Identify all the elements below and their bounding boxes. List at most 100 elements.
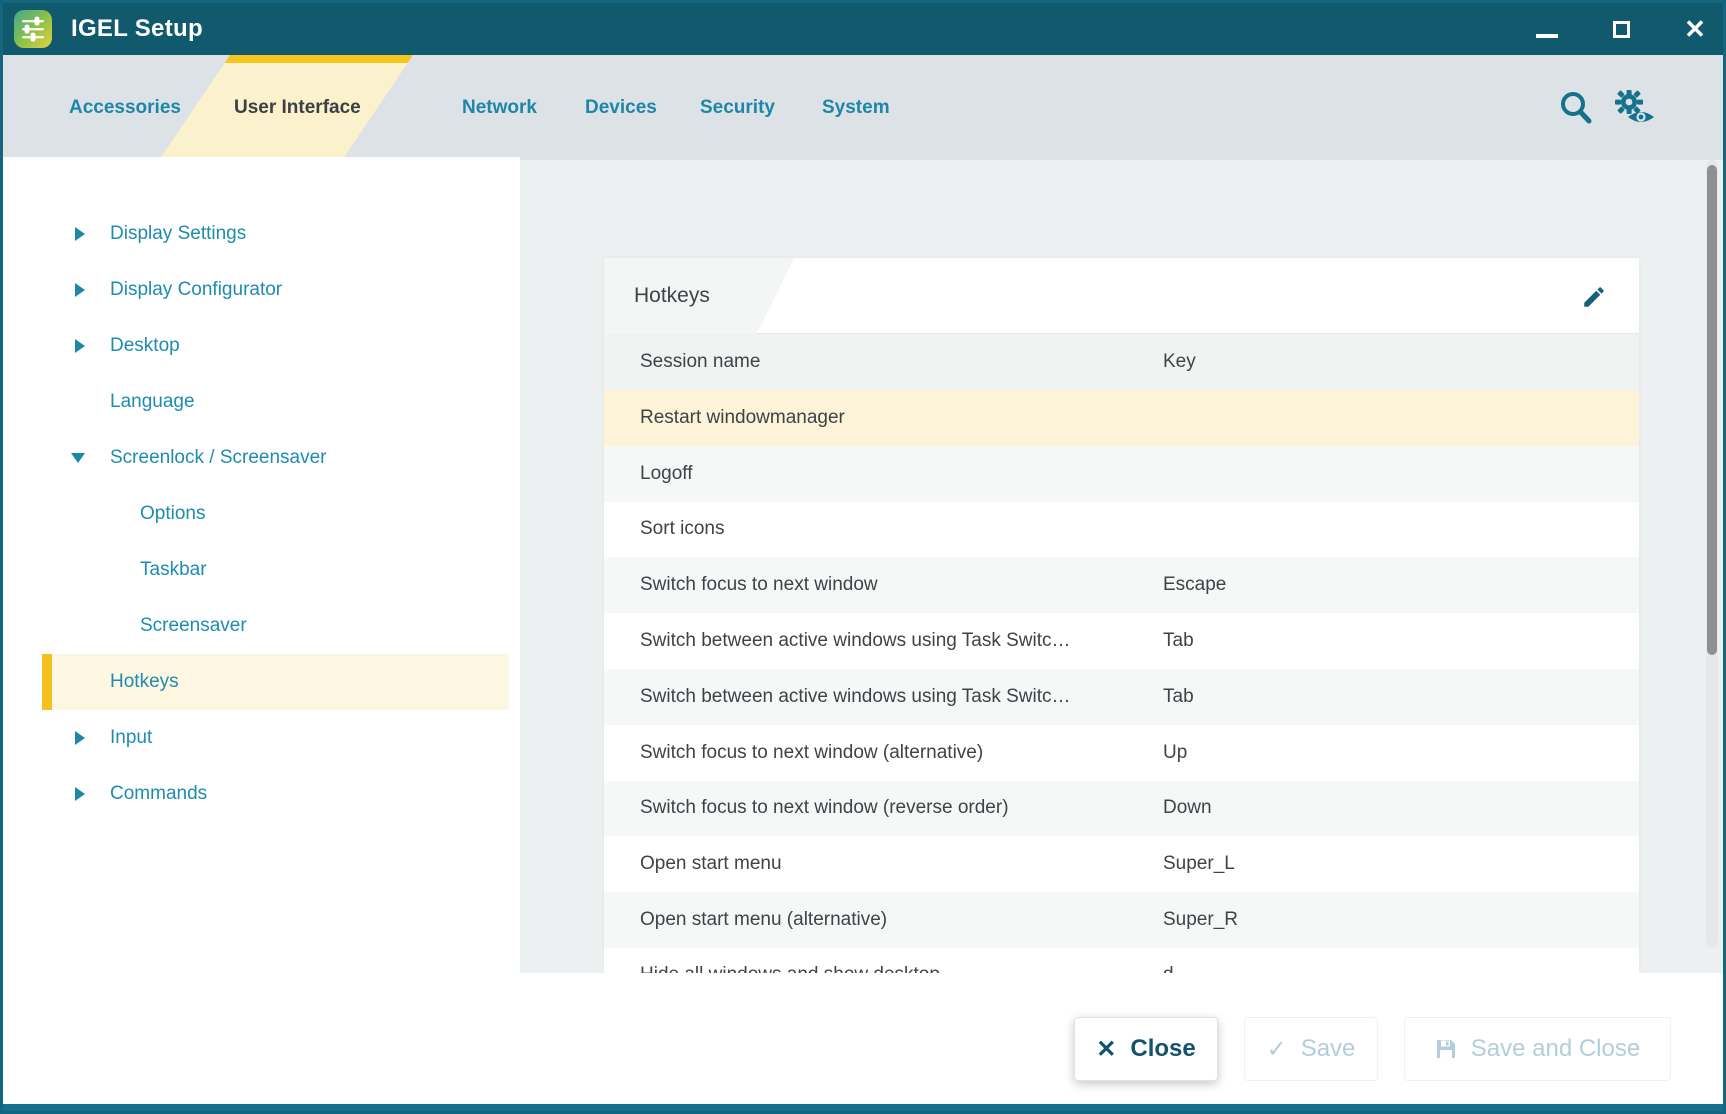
table-row[interactable]: Switch between active windows using Task… (604, 613, 1639, 669)
sidebar-item-hotkeys[interactable]: Hotkeys (42, 654, 509, 710)
sidebar-item-input[interactable]: Input (3, 710, 520, 766)
hotkeys-panel-header: Hotkeys (604, 258, 1639, 334)
sidebar-item-label: Screenlock / Screensaver (110, 447, 327, 468)
search-icon (1561, 91, 1592, 123)
nav-list: Display Settings Display Configurator De… (3, 206, 520, 822)
tree-collapsed-arrow-icon[interactable] (75, 283, 85, 297)
sidebar-item-taskbar[interactable]: Taskbar (3, 542, 520, 598)
maximize-button[interactable] (1609, 14, 1633, 44)
sidebar-item-display-configurator[interactable]: Display Configurator (3, 262, 520, 318)
save-and-close-button[interactable]: Save and Close (1404, 1017, 1671, 1081)
vertical-scrollbar-thumb[interactable] (1707, 165, 1717, 655)
session-name-cell: Switch focus to next window (640, 574, 878, 596)
minimize-icon (1536, 34, 1558, 38)
table-header-row: Session name Key (604, 334, 1639, 390)
column-header-session-name: Session name (640, 351, 761, 372)
table-row[interactable]: Sort icons (604, 501, 1639, 558)
main-tabbar: Accessories User Interface Network Devic… (3, 55, 1723, 160)
igel-app-logo-icon (14, 10, 52, 48)
sidebar-item-options[interactable]: Options (3, 486, 520, 542)
sidebar-item-label: Options (140, 503, 206, 524)
sidebar-item-label: Display Configurator (110, 279, 283, 300)
setup-assistant-gear-eye-icon (1615, 89, 1654, 122)
sidebar-item-label: Input (110, 727, 153, 748)
key-cell: Super_R (1163, 909, 1238, 931)
key-cell: Escape (1163, 574, 1227, 596)
sidebar-item-label: Screensaver (140, 615, 247, 636)
key-cell: Super_L (1163, 853, 1235, 875)
table-row[interactable]: Logoff (604, 445, 1639, 502)
sidebar-item-label: Desktop (110, 335, 180, 356)
session-name-cell: Open start menu (640, 853, 782, 875)
table-row[interactable]: Open start menu (alternative) Super_R (604, 892, 1639, 948)
edit-hotkey-button[interactable] (1579, 282, 1609, 312)
tree-expanded-arrow-icon[interactable] (71, 453, 85, 463)
close-x-icon (1096, 1035, 1116, 1064)
sidebar-item-label: Language (110, 391, 195, 412)
save-and-close-button-label: Save and Close (1470, 1035, 1641, 1062)
session-name-cell: Open start menu (alternative) (640, 909, 888, 931)
key-cell: d (1163, 964, 1174, 973)
tabbar-icons (1553, 55, 1657, 160)
search-button[interactable] (1553, 85, 1599, 131)
column-header-key: Key (1163, 351, 1196, 372)
tree-collapsed-arrow-icon[interactable] (75, 731, 85, 745)
hotkeys-panel: Hotkeys Session name Key Restart windowm… (604, 258, 1639, 973)
table-row[interactable]: Switch between active windows using Task… (604, 668, 1639, 725)
tree-collapsed-arrow-icon[interactable] (75, 227, 85, 241)
tree-collapsed-arrow-icon[interactable] (75, 339, 85, 353)
tab-security[interactable]: Security (700, 96, 775, 118)
minimize-button[interactable] (1535, 14, 1559, 44)
session-name-cell: Logoff (640, 462, 693, 484)
tab-user-interface[interactable]: User Interface (234, 96, 361, 118)
close-button[interactable]: Close (1074, 1017, 1218, 1081)
titlebar: IGEL Setup (3, 3, 1723, 55)
tab-system[interactable]: System (822, 96, 890, 118)
sidebar-item-desktop[interactable]: Desktop (3, 318, 520, 374)
tree-collapsed-arrow-icon[interactable] (75, 787, 85, 801)
save-button[interactable]: Save (1244, 1017, 1378, 1081)
session-name-cell: Switch focus to next window (alternative… (640, 741, 984, 763)
panel-title: Hotkeys (634, 284, 710, 307)
sidebar-item-label: Display Settings (110, 223, 247, 244)
sidebar-nav-tree: Display Settings Display Configurator De… (3, 157, 520, 976)
close-icon (1684, 16, 1706, 43)
sidebar-item-screensaver[interactable]: Screensaver (3, 598, 520, 654)
session-name-cell: Switch between active windows using Task… (640, 685, 1071, 707)
table-row[interactable]: Open start menu Super_L (604, 836, 1639, 893)
sidebar-item-commands[interactable]: Commands (3, 766, 520, 822)
session-name-cell: Sort icons (640, 518, 725, 540)
tab-network[interactable]: Network (462, 96, 537, 118)
table-row[interactable]: Switch focus to next window (alternative… (604, 724, 1639, 781)
session-name-cell: Restart windowmanager (640, 406, 845, 428)
key-cell: Tab (1163, 630, 1194, 652)
close-window-button[interactable] (1683, 14, 1707, 44)
close-button-label: Close (1130, 1035, 1196, 1062)
session-name-cell: Switch focus to next window (reverse ord… (640, 797, 1009, 819)
table-row[interactable]: Hide all windows and show desktop d (604, 947, 1639, 973)
pencil-icon (1584, 287, 1604, 307)
sidebar-item-display-settings[interactable]: Display Settings (3, 206, 520, 262)
setup-assistant-button[interactable] (1611, 85, 1657, 131)
session-name-cell: Switch between active windows using Task… (640, 630, 1071, 652)
window-title: IGEL Setup (71, 15, 203, 42)
key-cell: Up (1163, 741, 1188, 763)
footer-bar: Close Save Save and Close (3, 973, 1723, 1111)
tab-devices[interactable]: Devices (585, 96, 657, 118)
table-row[interactable]: Switch focus to next window (reverse ord… (604, 780, 1639, 837)
table-row[interactable]: Switch focus to next window Escape (604, 557, 1639, 614)
sidebar-item-label: Commands (110, 783, 208, 804)
sidebar-item-screenlock-screensaver[interactable]: Screenlock / Screensaver (3, 430, 520, 486)
key-cell: Down (1163, 797, 1212, 819)
sidebar-item-language[interactable]: Language (3, 374, 520, 430)
sidebar-item-label: Hotkeys (110, 671, 179, 692)
checkmark-icon (1267, 1035, 1287, 1064)
key-cell: Tab (1163, 685, 1194, 707)
tab-accessories[interactable]: Accessories (69, 96, 181, 118)
floppy-disk-icon (1436, 1040, 1455, 1058)
save-button-label: Save (1300, 1035, 1356, 1062)
table-row[interactable]: Restart windowmanager (604, 390, 1639, 446)
maximize-icon (1612, 20, 1630, 38)
sidebar-item-label: Taskbar (140, 559, 207, 580)
